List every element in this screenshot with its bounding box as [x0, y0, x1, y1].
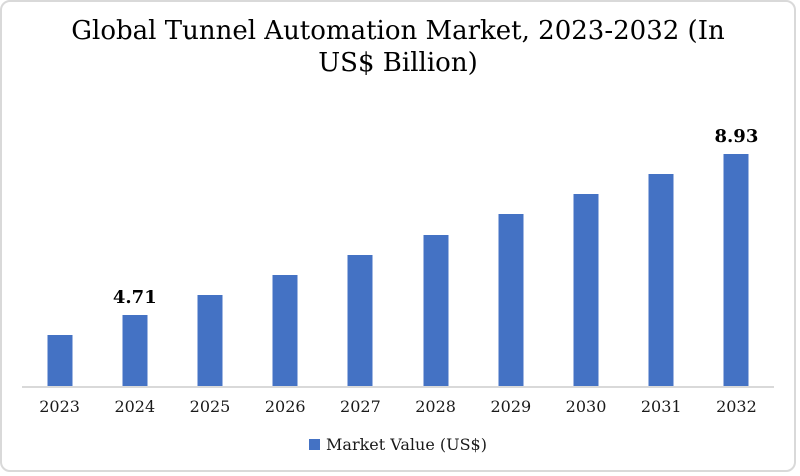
bar-series: 4.71 8.93: [22, 126, 774, 386]
bar-2025: [197, 295, 223, 386]
chart-title-line-2: US$ Billion): [318, 48, 478, 78]
chart-title-line-1: Global Tunnel Automation Market, 2023-20…: [71, 16, 725, 46]
x-label-2027: 2027: [340, 397, 381, 416]
chart-title: Global Tunnel Automation Market, 2023-20…: [2, 15, 794, 79]
bar-2031: [648, 174, 674, 386]
x-axis-labels: 2023 2024 2025 2026 2027 2028 2029 2030 2031 2032: [22, 386, 774, 416]
bar-2032: [723, 154, 749, 386]
data-label-2024: 4.71: [112, 287, 157, 308]
bar-slot-2027: [323, 146, 398, 386]
legend-swatch: [309, 439, 321, 450]
bar-slot-2026: [248, 146, 323, 386]
x-label-2029: 2029: [490, 397, 532, 416]
plot-area: 4.71 8.93: [22, 126, 774, 388]
bar-slot-2023: [22, 146, 97, 386]
bar-2026: [272, 275, 298, 386]
bar-slot-2030: [548, 146, 623, 386]
x-axis-line: [22, 386, 774, 388]
bar-slot-2029: [473, 146, 548, 386]
x-label-2025: 2025: [189, 397, 231, 416]
bar-2024: [122, 315, 148, 386]
x-label-2024: 2024: [114, 397, 156, 416]
bar-2023: [47, 335, 73, 386]
legend: Market Value (US$): [2, 435, 794, 454]
x-label-2028: 2028: [415, 397, 456, 416]
x-label-2030: 2030: [565, 397, 607, 416]
x-label-2026: 2026: [264, 397, 306, 416]
bar-2030: [573, 194, 599, 386]
bar-slot-2031: [624, 146, 699, 386]
legend-label: Market Value (US$): [326, 435, 487, 454]
x-label-2023: 2023: [39, 397, 80, 416]
bar-slot-2028: [398, 146, 473, 386]
data-label-2032: 8.93: [714, 126, 759, 147]
bar-slot-2032: 8.93: [699, 126, 774, 386]
bar-2029: [498, 214, 524, 386]
x-label-2031: 2031: [640, 397, 682, 416]
bar-2027: [347, 255, 373, 386]
x-label-2032: 2032: [716, 397, 757, 416]
bar-2028: [423, 235, 449, 386]
bar-slot-2024: 4.71: [97, 146, 172, 386]
bar-slot-2025: [172, 146, 247, 386]
